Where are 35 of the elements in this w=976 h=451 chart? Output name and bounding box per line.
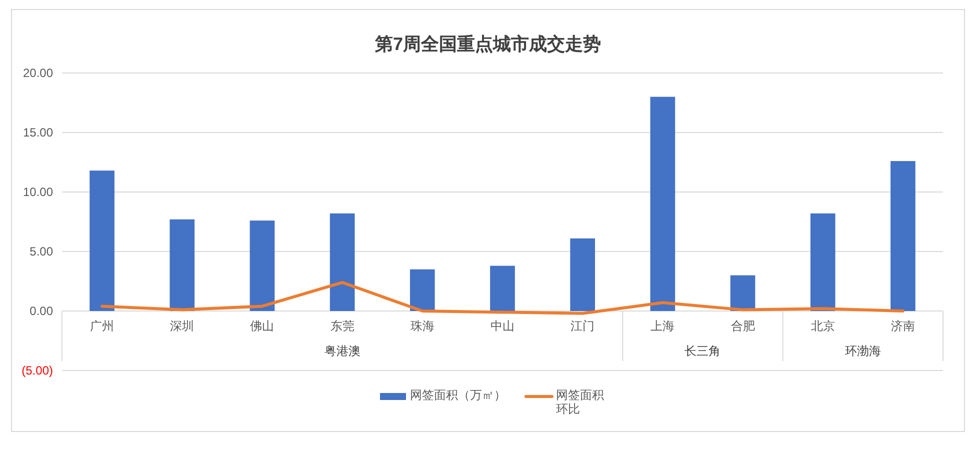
bar <box>330 213 355 311</box>
x-tick-label: 北京 <box>810 319 835 333</box>
annotation: 长三角 <box>684 344 721 358</box>
x-tick-label: 东莞 <box>330 319 354 333</box>
legend-label: 网签面积环比 <box>556 388 605 416</box>
bar <box>890 161 916 311</box>
legend-label: 网签面积（万㎡） <box>410 388 507 402</box>
annotation: 粤港澳 <box>324 344 360 358</box>
bar <box>490 266 515 311</box>
x-tick-label: 广州 <box>90 319 114 333</box>
x-tick-label: 上海 <box>650 319 675 333</box>
y-tick-label: 5.00 <box>30 244 54 258</box>
bar <box>730 275 756 311</box>
bar <box>170 219 195 311</box>
bar <box>810 213 836 311</box>
y-tick-label: 0.00 <box>30 304 54 318</box>
y-tick-label: 20.00 <box>22 66 54 80</box>
y-tick-label: 15.00 <box>22 126 54 140</box>
chart-title: 第7周全国重点城市成交走势 <box>374 34 602 54</box>
y-tick-label: (5.00) <box>22 364 53 378</box>
x-tick-label: 佛山 <box>250 319 274 333</box>
x-tick-label: 中山 <box>490 319 514 333</box>
x-tick-label: 合肥 <box>730 319 755 333</box>
x-tick-label: 江门 <box>570 319 595 333</box>
x-tick-label: 济南 <box>890 319 915 333</box>
annotation: 环渤海 <box>844 344 881 358</box>
bar <box>570 238 596 311</box>
bar <box>90 170 114 311</box>
line-series <box>100 280 904 315</box>
y-tick-label: 10.00 <box>22 185 54 199</box>
bar <box>650 96 676 311</box>
bar <box>410 269 435 311</box>
x-tick-label: 深圳 <box>170 319 194 333</box>
x-tick-label: 珠海 <box>410 319 434 333</box>
bar <box>250 220 275 311</box>
